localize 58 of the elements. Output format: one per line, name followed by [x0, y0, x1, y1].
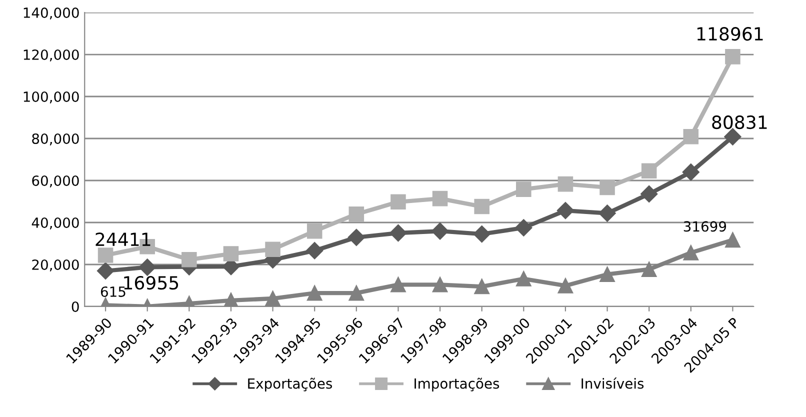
point — [600, 180, 615, 196]
point — [600, 266, 615, 282]
point — [348, 228, 365, 246]
data-label: 24411 — [96, 232, 150, 246]
point — [98, 248, 114, 263]
point — [515, 219, 532, 236]
point — [390, 224, 407, 242]
point — [182, 252, 197, 268]
point — [348, 206, 364, 222]
point — [96, 262, 114, 280]
y-tick-label: 40,000 — [32, 217, 79, 230]
point — [725, 49, 740, 64]
point — [640, 185, 658, 202]
point — [348, 285, 364, 301]
point — [432, 277, 448, 292]
legend-label: Importações — [414, 378, 500, 392]
point — [306, 223, 322, 239]
point — [724, 128, 742, 146]
point — [474, 198, 490, 214]
point — [556, 202, 574, 220]
y-tick-label: 80,000 — [32, 133, 79, 146]
data-label: 615 — [100, 286, 126, 297]
point — [682, 164, 700, 181]
data-label: 16955 — [124, 276, 178, 290]
data-label: 31699 — [684, 221, 726, 232]
point — [306, 285, 322, 301]
point — [516, 271, 532, 286]
point — [558, 176, 574, 192]
point — [390, 194, 406, 210]
y-tick-label: 140,000 — [24, 7, 79, 20]
point — [432, 190, 448, 206]
point — [223, 246, 239, 262]
point — [138, 258, 156, 276]
point — [683, 245, 699, 260]
data-label: 80831 — [712, 115, 767, 130]
data-label: 118961 — [697, 27, 763, 41]
y-tick-label: 20,000 — [32, 259, 79, 272]
point — [725, 232, 740, 248]
legend-label: Invisíveis — [582, 377, 644, 389]
point — [265, 242, 280, 258]
point — [431, 222, 449, 240]
point — [474, 278, 490, 294]
point — [516, 182, 532, 197]
legend-label: Exportações — [248, 378, 332, 392]
y-tick-label: 0 — [72, 301, 79, 312]
point — [641, 262, 657, 277]
point — [558, 278, 574, 294]
point — [223, 292, 239, 306]
point — [641, 163, 657, 178]
point — [265, 290, 280, 306]
point — [598, 204, 616, 222]
point — [306, 242, 324, 260]
point — [473, 225, 490, 243]
point — [683, 128, 699, 144]
y-tick-label: 120,000 — [24, 49, 79, 62]
y-tick-label: 60,000 — [32, 175, 79, 188]
y-tick-label: 100,000 — [24, 91, 79, 104]
point — [390, 277, 406, 292]
